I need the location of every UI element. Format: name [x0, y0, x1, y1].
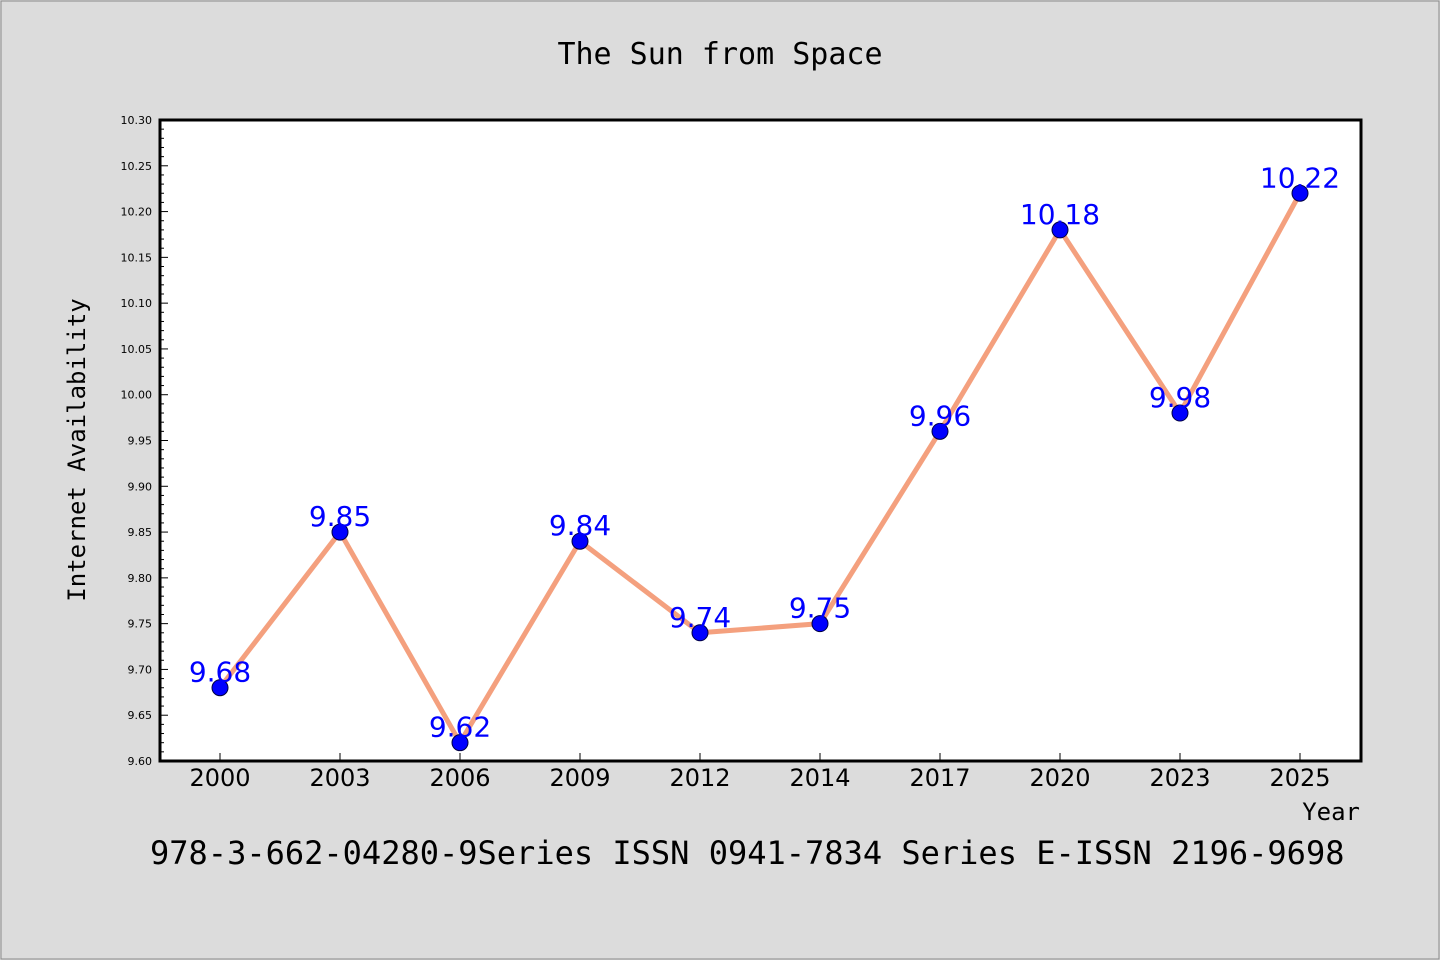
- y-axis: 9.60 9.65 9.70 9.75 9.80 9.85 9.90 9.95 10.00 10.…: [121, 114, 168, 768]
- data-label-2017: 9.96: [909, 399, 971, 432]
- plot-area: [160, 120, 1361, 761]
- y-tick-label: 10.15: [121, 251, 153, 264]
- data-label-2003: 9.85: [309, 500, 371, 533]
- data-label-2023: 9.98: [1149, 381, 1211, 414]
- y-tick-label: 9.85: [128, 526, 153, 539]
- y-tick-label: 10.10: [121, 297, 153, 310]
- x-tick-label: 2025: [1269, 764, 1330, 792]
- data-label-2014: 9.75: [789, 592, 851, 625]
- data-label-layer: 9.68 9.85 9.62 9.84 9.74 9.75 9.96 10.18 9.98 10.…: [189, 161, 1340, 743]
- y-tick-label: 10.30: [121, 114, 153, 127]
- y-tick-label: 10.25: [121, 160, 153, 173]
- x-tick-label: 2014: [789, 764, 850, 792]
- marker-layer: [211, 184, 1309, 752]
- data-label-2025: 10.22: [1260, 161, 1340, 194]
- y-tick-label: 10.00: [121, 389, 153, 402]
- data-point-2012: [691, 624, 709, 642]
- y-axis-label: Internet Availability: [63, 298, 91, 601]
- data-point-2000: [211, 679, 229, 697]
- x-tick-label: 2020: [1029, 764, 1090, 792]
- y-tick-label: 10.20: [121, 206, 153, 219]
- x-tick-label: 2000: [189, 764, 250, 792]
- data-point-2020: [1051, 221, 1069, 239]
- data-point-2014: [811, 615, 829, 633]
- data-point-2009: [571, 532, 589, 550]
- footer-isbn-issn: 978-3-662-04280-9Series ISSN 0941-7834 S…: [150, 834, 1344, 872]
- y-tick-label: 9.75: [128, 618, 153, 631]
- x-tick-label: 2023: [1149, 764, 1210, 792]
- x-tick-label: 2003: [309, 764, 370, 792]
- data-point-2003: [331, 523, 349, 541]
- y-tick-label: 9.95: [128, 435, 153, 448]
- data-label-2012: 9.74: [669, 601, 731, 634]
- x-tick-label: 2009: [549, 764, 610, 792]
- data-point-2017: [931, 422, 949, 440]
- chart-title: The Sun from Space: [557, 37, 882, 72]
- series-line-layer: [217, 190, 1303, 746]
- x-axis: 2000 2003 2006 2009 2012 2014 2017 2020 2023 2025: [189, 753, 1331, 792]
- data-point-2006: [451, 734, 469, 752]
- y-tick-label: 10.05: [121, 343, 153, 356]
- data-label-2000: 9.68: [189, 656, 251, 689]
- data-label-2020: 10.18: [1020, 198, 1100, 231]
- x-tick-label: 2017: [909, 764, 970, 792]
- data-point-2023: [1171, 404, 1189, 422]
- data-label-2009: 9.84: [549, 509, 611, 542]
- y-tick-label: 9.65: [128, 709, 153, 722]
- x-axis-label: Year: [1302, 798, 1360, 826]
- plot-frame: [158, 118, 1363, 763]
- data-point-2025: [1291, 184, 1309, 202]
- y-tick-label: 9.90: [128, 480, 153, 493]
- data-label-2006: 9.62: [429, 711, 491, 744]
- y-tick-label: 9.80: [128, 572, 153, 585]
- x-tick-label: 2006: [429, 764, 490, 792]
- y-tick-label: 9.70: [128, 663, 153, 676]
- y-tick-label: 9.60: [128, 755, 153, 768]
- series-line: [217, 190, 1303, 746]
- x-tick-label: 2012: [669, 764, 730, 792]
